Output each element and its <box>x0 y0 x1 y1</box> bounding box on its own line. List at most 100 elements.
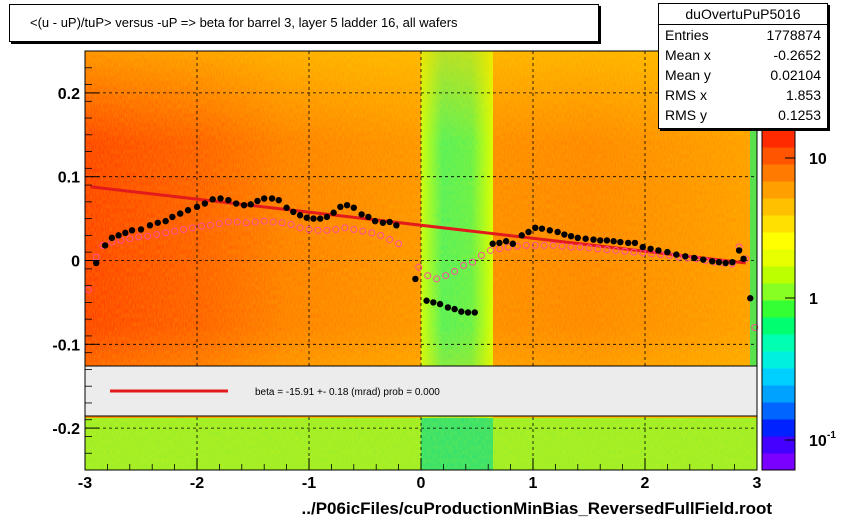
data-point-filled <box>509 240 517 247</box>
data-point-filled <box>436 300 444 308</box>
data-point-filled <box>225 196 232 204</box>
data-point-open <box>180 225 188 233</box>
colorbar-swatch <box>762 215 795 233</box>
colorbar-swatch <box>762 385 795 403</box>
colorbar-swatch <box>762 181 795 199</box>
data-point-filled <box>582 235 589 242</box>
data-point-open <box>576 243 584 251</box>
colorbar-swatch <box>762 164 795 182</box>
data-point-open <box>630 248 638 256</box>
data-point-filled <box>502 238 510 245</box>
data-point-filled <box>101 242 109 249</box>
x-tick-label: 2 <box>641 475 650 492</box>
data-point-filled <box>350 204 357 211</box>
data-point-filled <box>337 203 344 211</box>
data-point-filled <box>691 254 698 262</box>
data-point-filled <box>747 295 754 302</box>
colorbar-swatch <box>762 368 795 386</box>
data-point-filled <box>184 207 192 214</box>
x-tick-label: 3 <box>753 475 762 492</box>
data-point-filled <box>283 204 290 211</box>
data-point-filled <box>108 234 116 242</box>
data-point-filled <box>268 195 276 202</box>
colorbar-swatch <box>762 130 795 148</box>
x-tick-label: 1 <box>529 475 538 492</box>
data-point-open <box>332 225 340 233</box>
x-tick-label: -2 <box>190 475 204 492</box>
data-point-open <box>224 218 232 226</box>
data-point-filled <box>682 253 689 260</box>
x-tick-label: -1 <box>302 475 316 492</box>
data-point-filled <box>122 229 129 237</box>
data-point-filled <box>590 236 597 243</box>
data-point-filled <box>617 238 624 246</box>
colorbar-frame <box>761 129 796 471</box>
colorbar-swatch <box>762 334 795 352</box>
data-point-filled <box>444 304 452 311</box>
data-point-filled <box>597 237 604 244</box>
data-point-filled <box>664 248 671 256</box>
data-point-filled <box>538 225 546 232</box>
data-point-open <box>585 244 593 252</box>
data-point-open <box>251 218 259 226</box>
data-point-filled <box>128 227 136 234</box>
data-point-open <box>504 243 512 251</box>
data-point-filled <box>323 213 331 221</box>
axes: -3 -2 -1 0 1 2 3 -0.2 -0.1 0 0.1 0.2 <box>52 50 762 492</box>
stats-box: duOvertuPuP5016 Entries 1778874 Mean x -… <box>658 3 828 129</box>
data-point-filled <box>423 297 430 304</box>
data-point-filled <box>371 217 379 225</box>
data-point-open <box>242 219 250 227</box>
data-point-open <box>386 236 394 244</box>
data-point-filled <box>290 208 297 216</box>
stats-label: RMS y <box>665 107 707 123</box>
data-point-filled <box>546 227 553 234</box>
stats-label: Entries <box>665 27 709 43</box>
colorbar-swatch <box>762 300 795 318</box>
data-point-filled <box>647 245 654 252</box>
data-point-open <box>197 222 205 230</box>
data-point-open <box>153 231 161 239</box>
data-point-filled <box>603 237 611 244</box>
stats-label: Mean x <box>665 47 711 63</box>
x-axis-label: ../P06icFiles/cuProductionMinBias_Revers… <box>302 499 773 518</box>
colorbar-swatch <box>762 351 795 369</box>
colorbar-swatch <box>762 198 795 216</box>
data-point-open <box>323 226 331 234</box>
y-tick-label: -0.1 <box>52 337 80 354</box>
data-point-filled <box>261 195 268 202</box>
data-point-filled <box>722 259 729 267</box>
y-tick-label: 0 <box>71 254 80 271</box>
data-point-filled <box>137 226 145 233</box>
stats-row-entries: Entries 1778874 <box>659 25 827 45</box>
data-point-filled <box>93 259 100 267</box>
data-point-filled <box>489 240 496 247</box>
data-point-open <box>621 247 629 255</box>
data-point-filled <box>386 218 393 226</box>
stats-label: Mean y <box>665 67 711 83</box>
data-point-filled <box>193 203 201 211</box>
data-point-open <box>135 233 143 241</box>
data-point-filled <box>639 243 646 251</box>
stats-name: duOvertuPuP5016 <box>659 4 827 25</box>
data-point-open <box>233 218 241 226</box>
data-point-open <box>531 241 539 249</box>
data-point-filled <box>162 217 169 225</box>
data-point-open <box>612 246 620 254</box>
data-point-filled <box>740 255 747 263</box>
data-point-filled <box>709 258 716 265</box>
data-point-open <box>350 225 358 233</box>
plot-title: <(u - uP)/tuP> versus -uP => beta for ba… <box>9 4 599 42</box>
data-point-filled <box>729 258 736 266</box>
data-point-filled <box>317 215 324 222</box>
data-point-filled <box>464 309 472 316</box>
data-point-filled <box>735 247 743 254</box>
data-point-open <box>126 235 134 243</box>
data-point-filled <box>365 213 372 221</box>
data-point-open <box>567 243 575 251</box>
data-point-filled <box>673 251 680 258</box>
data-point-open <box>368 229 376 237</box>
data-point-filled <box>169 213 176 221</box>
data-point-open <box>558 242 566 250</box>
y-tick-label: -0.2 <box>52 421 80 438</box>
